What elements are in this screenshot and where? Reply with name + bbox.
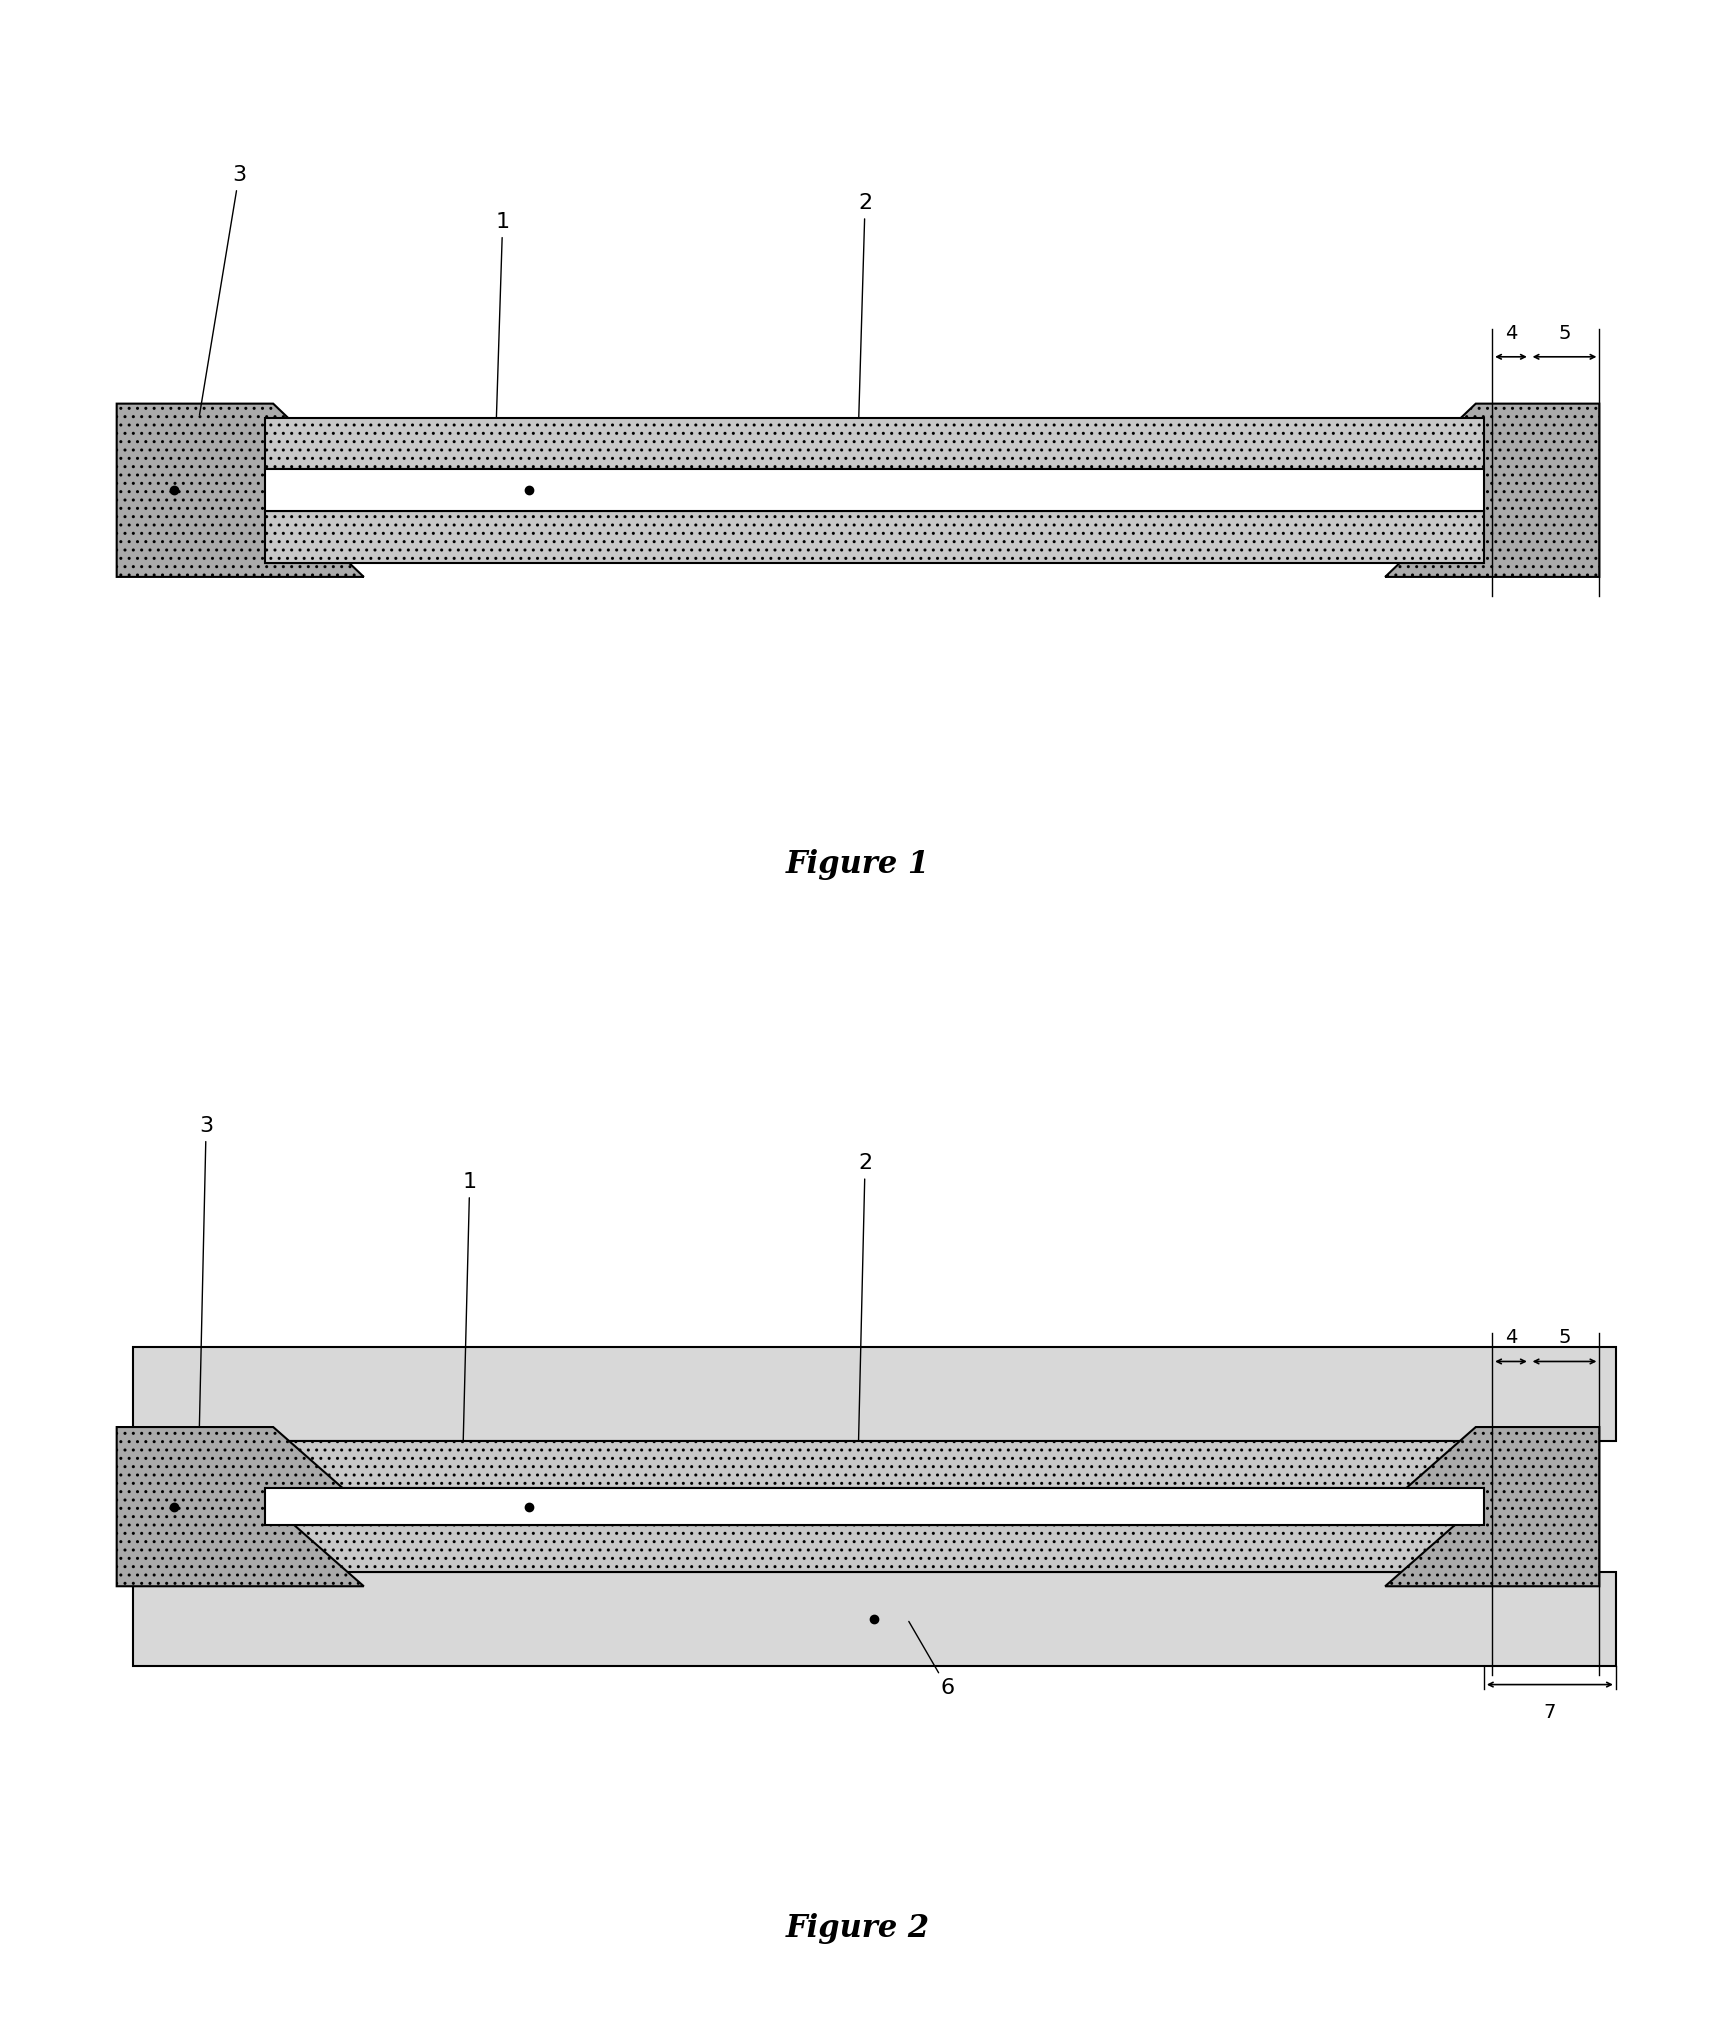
Bar: [264, 1525, 1484, 1572]
Bar: [264, 511, 1484, 562]
Polygon shape: [117, 403, 364, 576]
Text: 1: 1: [496, 212, 510, 440]
Polygon shape: [1385, 1427, 1599, 1586]
Text: 2: 2: [858, 193, 872, 440]
Text: 7: 7: [1544, 1704, 1556, 1722]
Polygon shape: [117, 1427, 364, 1586]
Bar: [264, 1488, 1484, 1525]
Text: 4: 4: [1505, 324, 1517, 342]
Text: Figure 1: Figure 1: [786, 849, 930, 880]
Text: 5: 5: [1558, 1327, 1570, 1348]
Bar: [264, 417, 1484, 468]
Bar: [264, 468, 1484, 511]
Bar: [134, 1348, 1616, 1441]
Text: Figure 2: Figure 2: [786, 1912, 930, 1944]
Bar: [264, 1441, 1484, 1488]
Polygon shape: [1385, 403, 1599, 576]
Text: 6: 6: [909, 1621, 954, 1698]
Text: 4: 4: [1505, 1327, 1517, 1348]
Text: 1: 1: [463, 1173, 477, 1462]
Text: 3: 3: [199, 165, 245, 415]
Text: 5: 5: [1558, 324, 1570, 342]
Bar: [134, 1572, 1616, 1665]
Text: 3: 3: [199, 1116, 213, 1437]
Text: 2: 2: [858, 1154, 872, 1462]
